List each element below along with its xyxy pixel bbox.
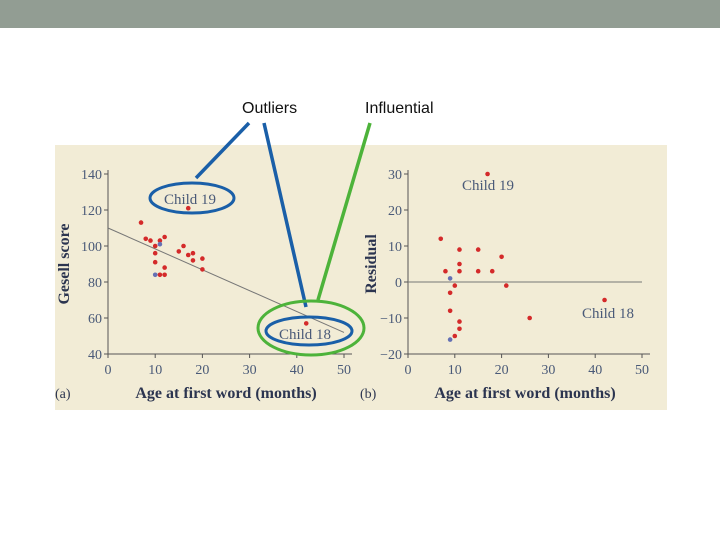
- y-tick-label: 0: [395, 276, 402, 291]
- data-point: [452, 283, 458, 288]
- influential-ellipse-child18: [256, 299, 366, 357]
- data-point: [185, 205, 191, 211]
- data-point: [148, 238, 153, 243]
- data-point: [152, 243, 158, 249]
- y-tick-label: −10: [380, 312, 402, 327]
- x-tick-label: 0: [405, 363, 412, 378]
- y-tick-label: 10: [388, 240, 402, 255]
- data-point: [457, 319, 462, 324]
- data-point: [602, 297, 607, 303]
- outlier-ellipse-child19: [148, 181, 236, 215]
- data-point: [438, 236, 444, 242]
- annotation-overlay: [148, 121, 372, 357]
- data-point: [181, 243, 186, 249]
- y-tick-label: 60: [88, 312, 102, 327]
- data-point: [475, 247, 481, 252]
- data-point: [162, 234, 167, 240]
- outlier-pointer-line: [262, 122, 308, 308]
- point-annotation: Child 18: [279, 327, 331, 343]
- x-tick-label: 40: [588, 363, 602, 378]
- data-point: [176, 249, 182, 254]
- x-axis-label: Age at first word (months): [434, 385, 615, 402]
- x-tick-label: 20: [195, 363, 209, 378]
- data-point: [527, 315, 532, 321]
- data-point: [200, 256, 205, 261]
- data-point: [457, 247, 462, 252]
- point-annotation: Child 19: [164, 192, 216, 208]
- data-point: [185, 252, 191, 258]
- data-point: [143, 236, 149, 242]
- data-point: [162, 265, 167, 270]
- x-tick-label: 10: [148, 363, 162, 378]
- outlier-pointer-line: [194, 121, 251, 180]
- panel-a: 0 10 20 30 40 50 40 60 80 100 120 140 Child 19 Child …: [55, 168, 352, 402]
- data-point: [457, 261, 462, 267]
- y-axis-label: Gesell score: [56, 223, 73, 304]
- data-point: [190, 250, 196, 256]
- x-tick-label: 50: [337, 363, 351, 378]
- y-tick-label: 20: [388, 204, 402, 219]
- y-tick-label: 80: [88, 276, 102, 291]
- x-axis-label: Age at first word (months): [135, 385, 316, 402]
- influential-label: Influential: [365, 100, 434, 117]
- y-tick-label: 120: [81, 204, 102, 219]
- y-axis-label: Residual: [363, 234, 380, 294]
- top-bar: [0, 0, 720, 28]
- panel-label: (a): [55, 387, 71, 402]
- y-tick-label: 140: [81, 168, 102, 183]
- data-point: [475, 268, 481, 274]
- data-point: [152, 250, 158, 256]
- x-tick-label: 20: [495, 363, 509, 378]
- data-point: [443, 268, 448, 274]
- data-point-highlight: [152, 272, 158, 278]
- y-tick-label: −20: [380, 348, 402, 363]
- data-point: [499, 254, 504, 260]
- data-point: [152, 259, 158, 265]
- point-annotation: Child 19: [462, 178, 514, 194]
- data-point-highlight: [447, 276, 453, 281]
- panel-label: (b): [360, 387, 377, 402]
- x-tick-label: 0: [105, 363, 112, 378]
- x-tick-label: 50: [635, 363, 649, 378]
- x-tick-label: 10: [448, 363, 462, 378]
- y-tick-label: 30: [388, 168, 402, 183]
- data-point: [200, 267, 205, 272]
- y-tick-label: 40: [88, 348, 102, 363]
- data-point: [162, 272, 167, 278]
- x-tick-label: 30: [243, 363, 257, 378]
- data-point: [447, 290, 453, 296]
- x-tick-label: 30: [541, 363, 555, 378]
- y-tick-label: 100: [81, 240, 102, 255]
- outlier-ellipse-child18: [264, 315, 354, 347]
- panel-b: 0 10 20 30 40 50 −20 −10 0 10 20 30 Child 19 Child 18…: [360, 168, 650, 402]
- data-point: [457, 326, 462, 332]
- data-point-highlight: [157, 241, 163, 247]
- data-point: [138, 220, 144, 225]
- data-point: [452, 333, 458, 339]
- data-point: [485, 171, 490, 177]
- influential-pointer-line: [316, 122, 372, 301]
- data-point: [489, 268, 495, 274]
- data-point: [303, 321, 309, 326]
- point-annotation: Child 18: [582, 306, 634, 322]
- data-point: [190, 258, 196, 263]
- data-point-highlight: [447, 337, 453, 342]
- data-point: [157, 238, 163, 243]
- outliers-label: Outliers: [242, 100, 298, 117]
- data-point: [447, 308, 453, 314]
- data-point: [157, 272, 163, 278]
- chart-panel-background: [55, 145, 667, 410]
- data-point: [457, 268, 462, 274]
- regression-line: [107, 227, 345, 333]
- x-tick-label: 40: [290, 363, 304, 378]
- data-point: [503, 283, 509, 288]
